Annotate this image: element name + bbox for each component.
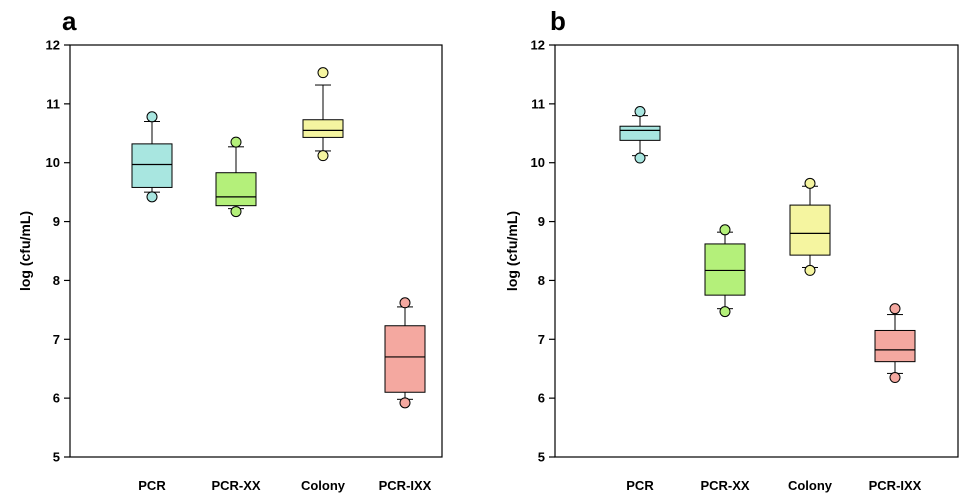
- plot-frame: [554, 44, 959, 458]
- x-category-label: PCR: [138, 478, 166, 493]
- x-category-label: Colony: [788, 478, 833, 493]
- y-tick-label: 7: [53, 332, 60, 347]
- outlier-point: [889, 303, 901, 315]
- panel-letter: b: [550, 6, 566, 36]
- plot-frame: [69, 44, 443, 458]
- outlier-point: [634, 106, 646, 118]
- x-category-label: PCR-XX: [211, 478, 260, 493]
- box-body: [302, 119, 344, 138]
- y-tick-label: 10: [46, 155, 60, 170]
- box-body: [619, 125, 661, 141]
- outlier-point: [230, 136, 242, 148]
- y-axis-title: log (cfu/mL): [504, 211, 520, 291]
- outlier-point: [146, 191, 158, 203]
- panel-b: b 5 6 7 8 9 10 11 12 log (cfu/mL) PCR PCR-XX Colony P…: [504, 6, 959, 493]
- x-category-label: PCR: [626, 478, 654, 493]
- box-body: [704, 243, 746, 296]
- box-pcr-ixx: [384, 297, 426, 409]
- box-body: [789, 204, 831, 256]
- outlier-point: [634, 152, 646, 164]
- y-tick-label: 10: [531, 155, 545, 170]
- outlier-point: [804, 177, 816, 189]
- y-tick-label: 5: [538, 450, 545, 465]
- outlier-point: [399, 297, 411, 309]
- x-category-label: PCR-IXX: [379, 478, 432, 493]
- outlier-point: [804, 264, 816, 276]
- outlier-point: [889, 372, 901, 384]
- outlier-point: [230, 206, 242, 218]
- box-pcr-xx: [215, 136, 257, 218]
- box-pcr-xx: [704, 224, 746, 318]
- y-tick-label: 11: [46, 96, 60, 111]
- x-category-label: PCR-XX: [700, 478, 749, 493]
- y-tick-label: 11: [531, 96, 545, 111]
- y-tick-label: 8: [53, 273, 60, 288]
- y-tick-label: 6: [53, 391, 60, 406]
- outlier-point: [317, 150, 329, 162]
- outlier-point: [146, 111, 158, 123]
- y-tick-label: 7: [538, 332, 545, 347]
- y-tick-label: 9: [53, 214, 60, 229]
- box-pcr-ixx: [874, 303, 916, 384]
- y-tick-label: 6: [538, 391, 545, 406]
- box-colony: [302, 67, 344, 162]
- x-category-label: Colony: [301, 478, 346, 493]
- box-body: [131, 143, 173, 188]
- y-tick-label: 12: [46, 38, 60, 53]
- outlier-point: [399, 397, 411, 409]
- panel-letter: a: [62, 6, 77, 36]
- y-axis-title: log (cfu/mL): [17, 211, 33, 291]
- outlier-point: [317, 67, 329, 79]
- y-tick-label: 5: [53, 450, 60, 465]
- y-tick-label: 8: [538, 273, 545, 288]
- outlier-point: [719, 224, 731, 236]
- box-pcr: [619, 106, 661, 164]
- box-colony: [789, 177, 831, 276]
- box-body: [874, 329, 916, 363]
- y-tick-label: 9: [538, 214, 545, 229]
- panel-a: a 5 6 7 8 9 10 11 12 log (cfu/mL) PCR PCR-XX Colony P…: [17, 6, 443, 493]
- y-tick-label: 12: [531, 38, 545, 53]
- box-pcr: [131, 111, 173, 203]
- box-body: [215, 172, 257, 207]
- box-body: [384, 325, 426, 393]
- outlier-point: [719, 306, 731, 318]
- x-category-label: PCR-IXX: [869, 478, 922, 493]
